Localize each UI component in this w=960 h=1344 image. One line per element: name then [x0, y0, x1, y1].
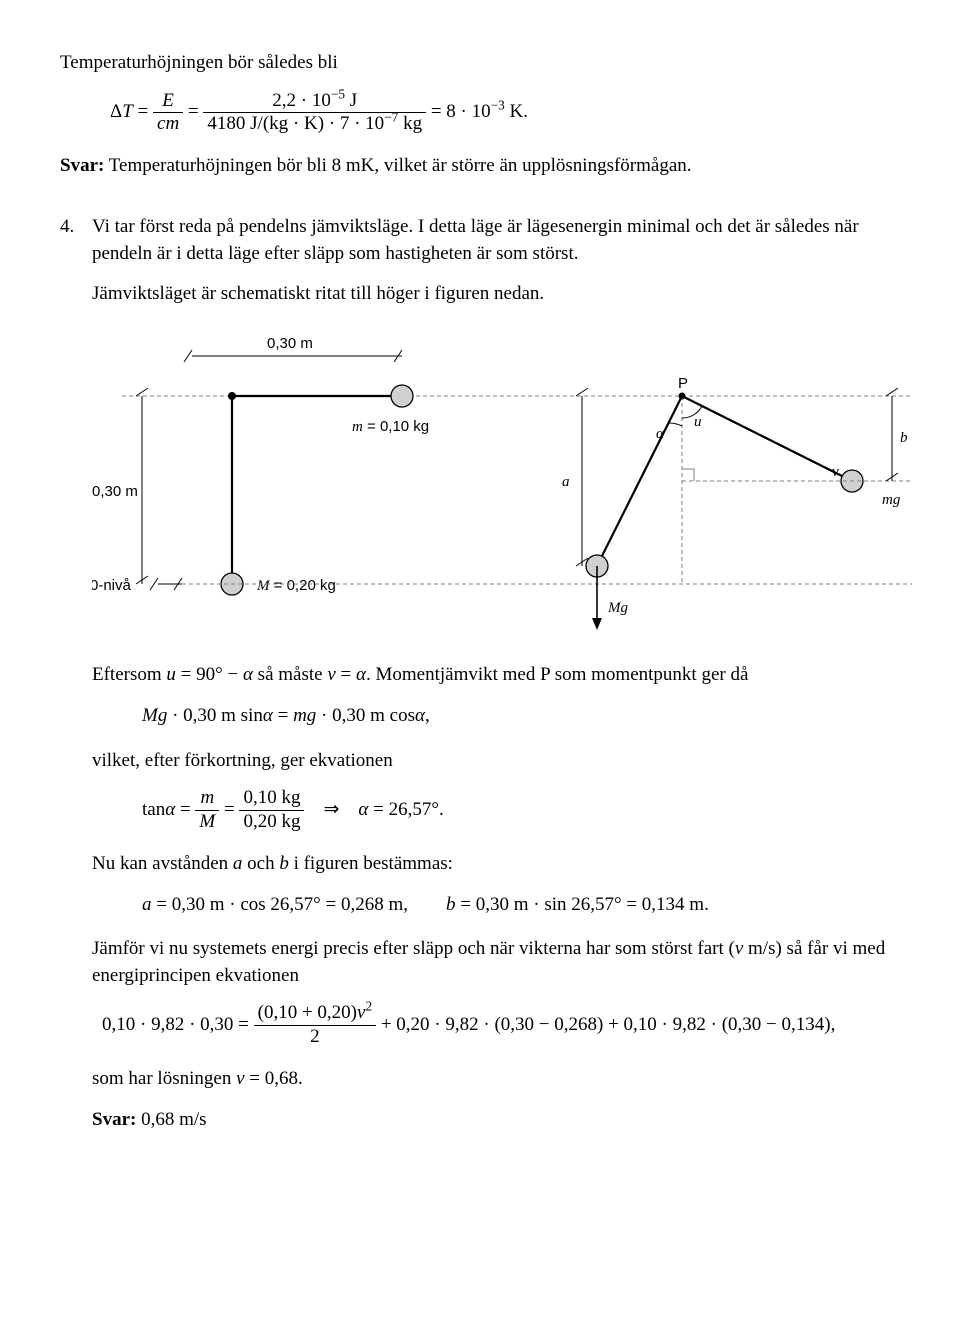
mass-m-label: m = 0,10 kg — [352, 418, 429, 435]
mass-M-label: M = 0,20 kg — [256, 577, 336, 594]
equation-moment: Mg · 0,30 m sinα = mg · 0,30 m cosα, — [142, 703, 922, 730]
fraction: 2,2 · 10−5 J 4180 J/(kg · K) · 7 · 10−7 … — [203, 91, 426, 136]
pendulum-diagram: 0,30 m 0,30 m m = 0,10 kg — [92, 326, 922, 645]
text: −3 — [491, 98, 505, 113]
equation-deltaT: ΔT = E cm = 2,2 · 10−5 J 4180 J/(kg · K)… — [110, 91, 900, 136]
text: E — [153, 91, 183, 114]
text: K. — [505, 101, 528, 122]
equation-ab: a = 0,30 m · cos 26,57° = 0,268 m, b = 0… — [142, 892, 922, 919]
text: Temperaturhöjningen bör bli 8 mK, vilket… — [104, 155, 691, 176]
answer-line: Svar: 0,68 m/s — [92, 1107, 922, 1134]
equation-tanalpha: tanα = mM = 0,10 kg0,20 kg ⇒ α = 26,57°. — [142, 788, 922, 833]
point-p-label: P — [678, 375, 688, 392]
equation-energy: 0,10 · 9,82 · 0,30 = (0,10 + 0,20)v2 2 +… — [102, 1003, 922, 1048]
text: 4180 J/(kg · K) · 7 · 10−7 kg — [203, 113, 426, 135]
text: Svar: — [60, 155, 104, 176]
paragraph: Jämför vi nu systemets energi precis eft… — [92, 936, 922, 989]
b-label: b — [900, 430, 908, 446]
paragraph: Nu kan avstånden a och b i figuren bestä… — [92, 851, 922, 878]
fraction: E cm — [153, 91, 183, 136]
text: = — [188, 101, 203, 122]
paragraph: Eftersom u = 90° − α så måste v = α. Mom… — [92, 662, 922, 689]
zero-level-label: 0-nivå — [92, 577, 132, 594]
paragraph: vilket, efter förkortning, ger ekvatione… — [92, 748, 922, 775]
text: T — [122, 101, 133, 122]
text: = 8 · 10 — [431, 101, 491, 122]
text: cm — [153, 113, 183, 135]
paragraph: Temperaturhöjningen bör således bli — [60, 50, 900, 77]
alpha-label: α — [656, 426, 665, 442]
a-label: a — [562, 474, 570, 490]
text: = — [133, 101, 153, 122]
paragraph: som har lösningen v = 0,68. — [92, 1066, 922, 1093]
answer-line: Svar: Temperaturhöjningen bör bli 8 mK, … — [60, 153, 900, 180]
dim-label: 0,30 m — [92, 483, 138, 500]
v-label: v — [832, 464, 839, 480]
u-label: u — [694, 414, 702, 430]
list-item-4: 4. Vi tar först reda på pendelns jämvikt… — [60, 214, 900, 1147]
dim-label: 0,30 m — [267, 335, 313, 352]
paragraph: Vi tar först reda på pendelns jämviktslä… — [92, 214, 922, 267]
text: Δ — [110, 101, 122, 122]
item-number: 4. — [60, 214, 84, 1147]
mg-arrow-label: Mg — [607, 600, 628, 616]
paragraph: Jämviktsläget är schematiskt ritat till … — [92, 281, 922, 308]
mg-label: mg — [882, 492, 901, 508]
